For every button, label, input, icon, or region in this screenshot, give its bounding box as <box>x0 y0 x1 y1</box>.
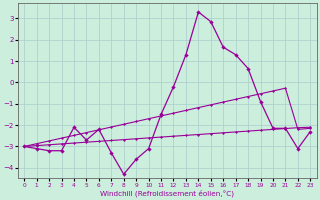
X-axis label: Windchill (Refroidissement éolien,°C): Windchill (Refroidissement éolien,°C) <box>100 189 234 197</box>
